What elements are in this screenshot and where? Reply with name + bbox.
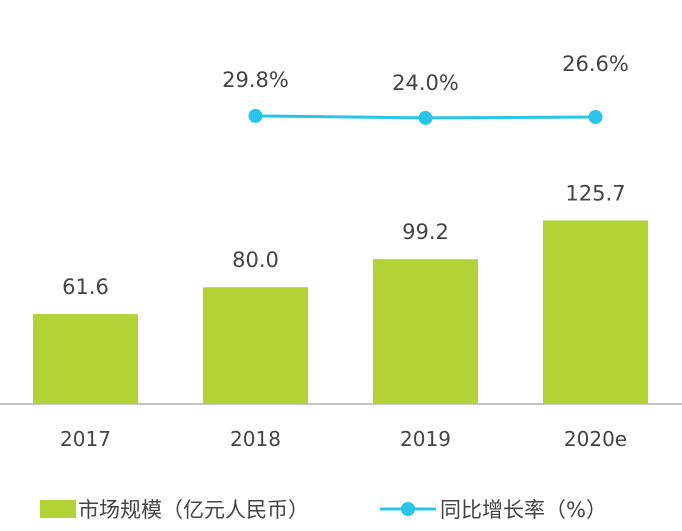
x-tick-2019: 2019	[400, 427, 451, 451]
growth-label-2020e: 26.6%	[562, 52, 629, 76]
bar-label-2017: 61.6	[62, 275, 109, 299]
bar-2019	[373, 259, 478, 404]
growth-point-2019	[418, 110, 433, 125]
bar-label-2018: 80.0	[232, 248, 279, 272]
growth-point-2018	[248, 108, 263, 123]
legend-bar-swatch	[40, 500, 76, 518]
growth-label-2019: 24.0%	[392, 71, 459, 95]
x-tick-2018: 2018	[230, 427, 281, 451]
bar-label-2020e: 125.7	[565, 181, 625, 205]
growth-label-2018: 29.8%	[222, 68, 289, 92]
bar-2020e	[543, 220, 648, 404]
bar-2018	[203, 287, 308, 404]
bar-label-2019: 99.2	[402, 220, 449, 244]
legend-bar-label: 市场规模（亿元人民币）	[78, 498, 309, 522]
bar-2017	[33, 314, 138, 404]
x-tick-2020e: 2020e	[564, 427, 627, 451]
legend-line-label: 同比增长率（%）	[440, 498, 607, 522]
x-tick-2017: 2017	[60, 427, 111, 451]
growth-point-2020e	[588, 110, 603, 124]
legend-line-marker	[401, 502, 415, 516]
